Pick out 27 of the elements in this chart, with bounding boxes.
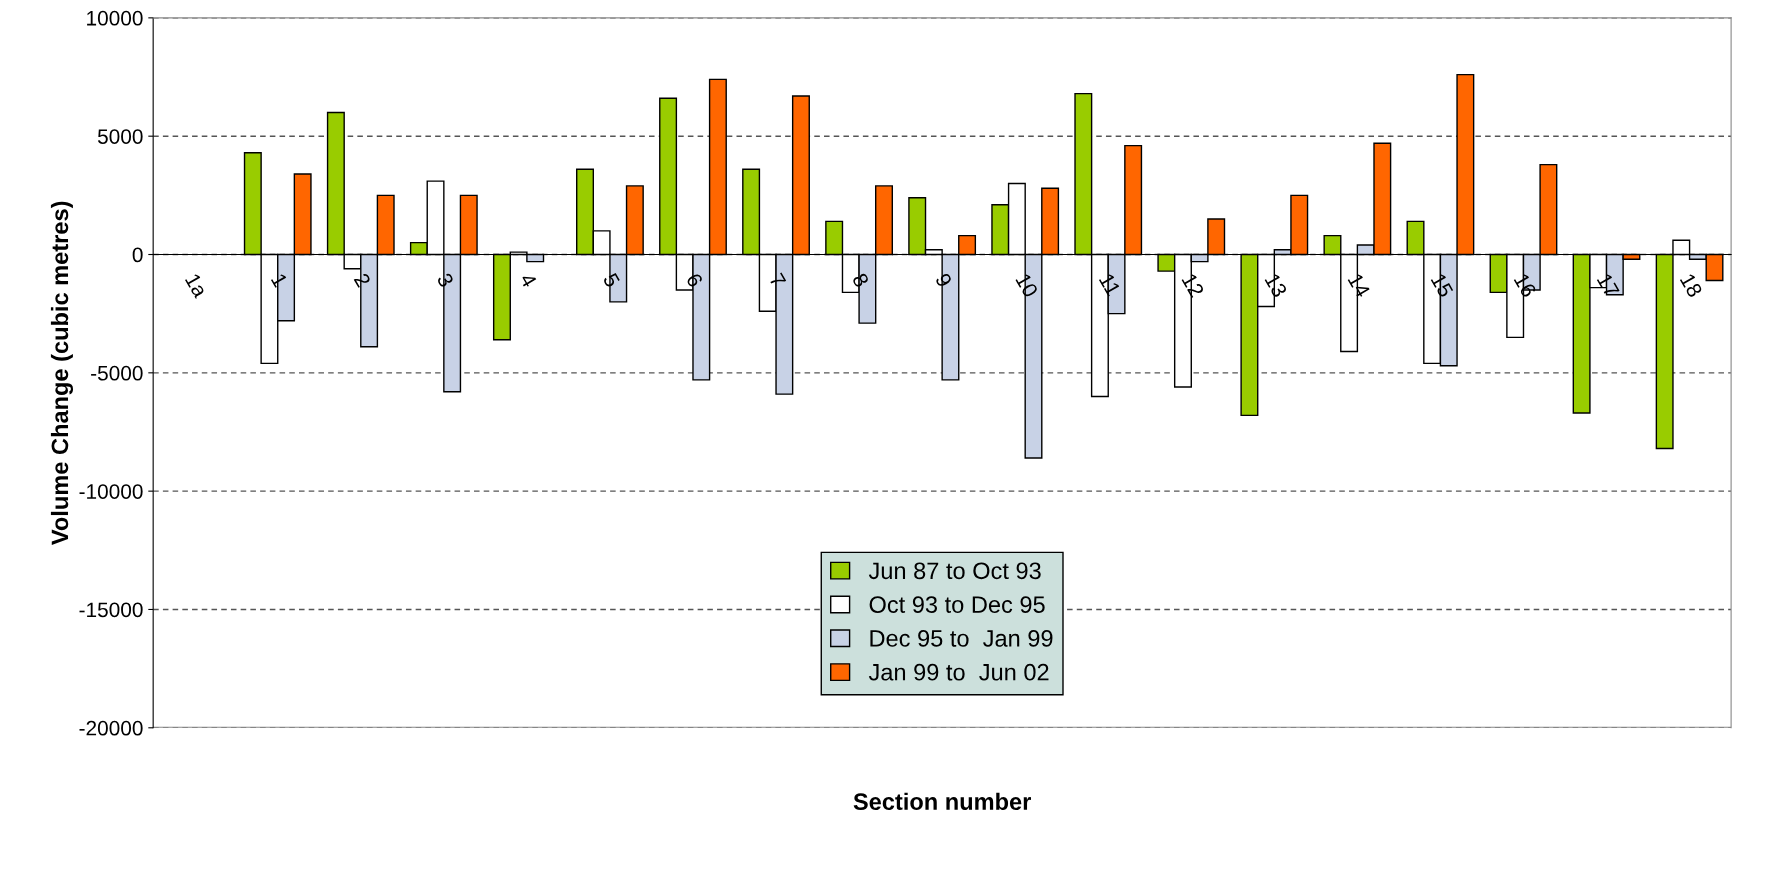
y-tick-label: -5000 (91, 365, 143, 381)
legend-label: Oct 93 to Dec 95 (869, 596, 1045, 613)
x-tick-label: 7 (769, 272, 787, 288)
x-tick-label: 6 (685, 272, 704, 289)
x-tick-label: 3 (436, 272, 455, 289)
x-tick-label: 2 (353, 272, 372, 288)
x-tick-label: 4 (519, 271, 538, 289)
y-tick-label: 5000 (97, 129, 143, 144)
y-tick-label: 0 (132, 247, 143, 263)
x-axis-title: Section number (853, 792, 1031, 811)
legend-label: Jun 87 to Oct 93 (868, 562, 1041, 580)
y-tick-label: 10000 (87, 10, 143, 26)
x-tick-label: 8 (851, 272, 870, 289)
x-tick-label: 1a (184, 272, 209, 299)
x-tick-label: 1 (270, 272, 288, 288)
y-tick-label: -20000 (79, 720, 143, 736)
legend-label: Dec 95 to Jan 99 (870, 630, 1053, 647)
x-tick-label: 9 (934, 272, 953, 288)
y-tick-label: -15000 (79, 602, 143, 618)
x-tick-label: 18 (1679, 272, 1703, 299)
x-tick-label: 11 (1098, 272, 1121, 297)
x-tick-label: 5 (602, 272, 621, 289)
y-tick-label: -10000 (79, 484, 143, 499)
x-tick-label: 12 (1181, 272, 1205, 298)
y-axis-title: Volume Change (cubic metres) (50, 201, 74, 545)
legend-label: Jan 99 to Jun 02 (868, 663, 1049, 681)
x-tick-label: 10 (1015, 272, 1039, 299)
